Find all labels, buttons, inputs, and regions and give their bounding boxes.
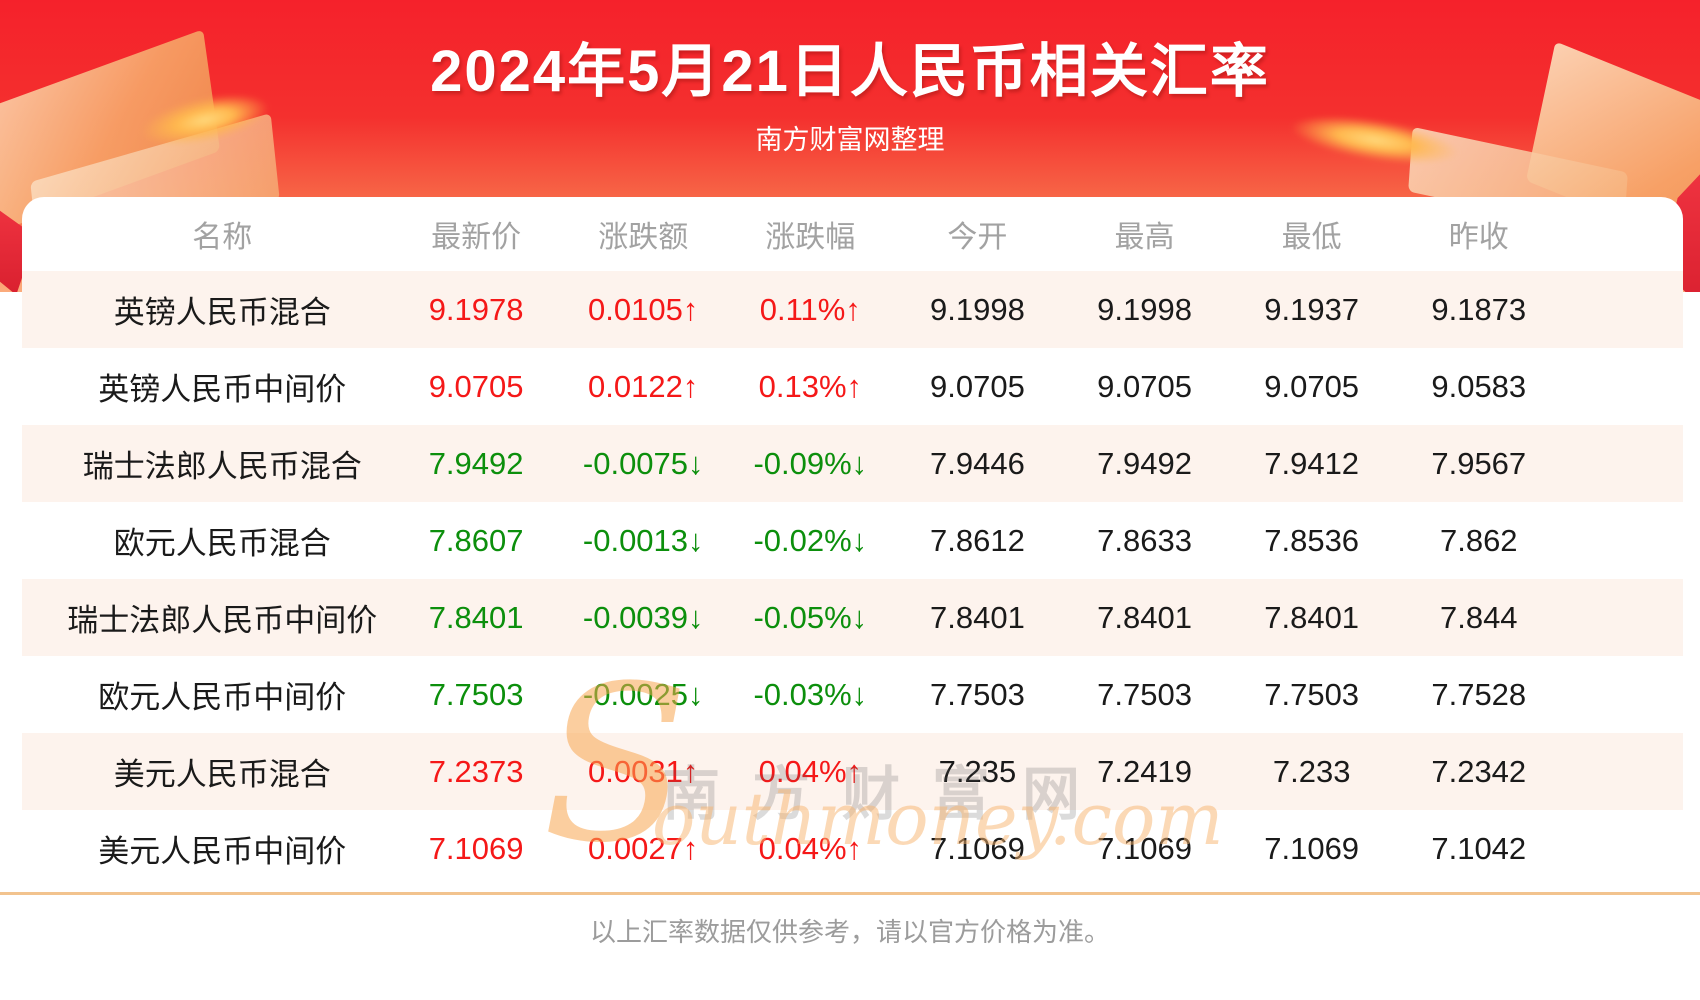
change-percent: -0.03%↓ bbox=[753, 676, 868, 712]
prev-close: 7.862 bbox=[1439, 522, 1518, 558]
column-header-latest: 最新价 bbox=[431, 221, 522, 254]
low-price: 9.0705 bbox=[1264, 368, 1360, 404]
change-percent: -0.05%↓ bbox=[753, 599, 868, 635]
change-percent: 0.04%↑ bbox=[758, 830, 863, 866]
change-amount: 0.0122↑ bbox=[588, 368, 699, 404]
table-row: 英镑人民币中间价 9.0705 0.0122↑ 0.13%↑ 9.0705 9.… bbox=[22, 348, 1683, 425]
low-price: 7.8401 bbox=[1264, 599, 1360, 635]
change-amount: -0.0025↓ bbox=[582, 676, 704, 712]
change-percent: -0.09%↓ bbox=[753, 445, 868, 481]
table-body: 英镑人民币混合 9.1978 0.0105↑ 0.11%↑ 9.1998 9.1… bbox=[22, 271, 1683, 887]
high-price: 7.8401 bbox=[1097, 599, 1192, 635]
rate-name: 瑞士法郎人民币混合 bbox=[82, 449, 362, 484]
change-percent: 0.13%↑ bbox=[758, 368, 863, 404]
open-price: 7.235 bbox=[938, 753, 1017, 789]
low-price: 7.1069 bbox=[1264, 830, 1360, 866]
open-price: 7.7503 bbox=[930, 676, 1025, 712]
low-price: 9.1937 bbox=[1264, 291, 1360, 327]
column-header-high: 最高 bbox=[1114, 221, 1175, 254]
latest-price: 9.1978 bbox=[428, 291, 524, 327]
change-amount: 0.0031↑ bbox=[588, 753, 699, 789]
column-header-open: 今开 bbox=[947, 221, 1008, 254]
open-price: 7.8612 bbox=[930, 522, 1025, 558]
change-amount: -0.0039↓ bbox=[582, 599, 704, 635]
high-price: 7.9492 bbox=[1097, 445, 1192, 481]
column-header-name: 名称 bbox=[192, 221, 253, 254]
page-subtitle: 南方财富网整理 bbox=[755, 125, 945, 155]
rates-table: 名称 最新价 涨跌额 涨跌幅 今开 最高 最低 昨收 英镑人民币混合 9.197… bbox=[22, 197, 1683, 887]
change-amount: 0.0105↑ bbox=[588, 291, 699, 327]
open-price: 7.8401 bbox=[930, 599, 1025, 635]
change-amount: 0.0027↑ bbox=[588, 830, 699, 866]
high-price: 7.2419 bbox=[1097, 753, 1192, 789]
footer-divider bbox=[0, 892, 1700, 895]
prev-close: 7.2342 bbox=[1431, 753, 1527, 789]
high-price: 7.1069 bbox=[1097, 830, 1192, 866]
latest-price: 7.8401 bbox=[428, 599, 524, 635]
low-price: 7.233 bbox=[1272, 753, 1351, 789]
prev-close: 7.9567 bbox=[1431, 445, 1527, 481]
latest-price: 7.8607 bbox=[428, 522, 524, 558]
change-percent: -0.02%↓ bbox=[753, 522, 868, 558]
change-amount: -0.0075↓ bbox=[582, 445, 704, 481]
column-header-change-pct: 涨跌幅 bbox=[765, 221, 856, 254]
rate-name: 英镑人民币中间价 bbox=[98, 372, 347, 407]
table-row: 欧元人民币混合 7.8607 -0.0013↓ -0.02%↓ 7.8612 7… bbox=[22, 502, 1683, 579]
open-price: 9.1998 bbox=[930, 291, 1025, 327]
open-price: 7.9446 bbox=[930, 445, 1025, 481]
rate-name: 英镑人民币混合 bbox=[113, 295, 331, 330]
low-price: 7.9412 bbox=[1264, 445, 1360, 481]
rate-name: 美元人民币中间价 bbox=[98, 834, 347, 869]
table-row: 瑞士法郎人民币中间价 7.8401 -0.0039↓ -0.05%↓ 7.840… bbox=[22, 579, 1683, 656]
prev-close: 7.844 bbox=[1439, 599, 1518, 635]
latest-price: 7.9492 bbox=[428, 445, 524, 481]
high-price: 7.8633 bbox=[1097, 522, 1192, 558]
table-row: 瑞士法郎人民币混合 7.9492 -0.0075↓ -0.09%↓ 7.9446… bbox=[22, 425, 1683, 502]
prev-close: 9.1873 bbox=[1431, 291, 1527, 327]
high-price: 9.0705 bbox=[1097, 368, 1192, 404]
column-header-prev-close: 昨收 bbox=[1448, 221, 1509, 254]
column-header-low: 最低 bbox=[1281, 221, 1342, 254]
prev-close: 7.7528 bbox=[1431, 676, 1527, 712]
latest-price: 7.2373 bbox=[428, 753, 524, 789]
column-header-change: 涨跌额 bbox=[598, 221, 689, 254]
change-amount: -0.0013↓ bbox=[582, 522, 704, 558]
change-percent: 0.11%↑ bbox=[759, 291, 861, 327]
table-row: 美元人民币混合 7.2373 0.0031↑ 0.04%↑ 7.235 7.24… bbox=[22, 733, 1683, 810]
rate-name: 美元人民币混合 bbox=[113, 757, 331, 792]
rate-name: 瑞士法郎人民币中间价 bbox=[67, 603, 378, 638]
low-price: 7.7503 bbox=[1264, 676, 1360, 712]
table-row: 欧元人民币中间价 7.7503 -0.0025↓ -0.03%↓ 7.7503 … bbox=[22, 656, 1683, 733]
prev-close: 7.1042 bbox=[1431, 830, 1527, 866]
disclaimer-text: 以上汇率数据仅供参考，请以官方价格为准。 bbox=[589, 917, 1110, 947]
table-row: 美元人民币中间价 7.1069 0.0027↑ 0.04%↑ 7.1069 7.… bbox=[22, 810, 1683, 887]
latest-price: 7.1069 bbox=[428, 830, 524, 866]
open-price: 9.0705 bbox=[930, 368, 1025, 404]
latest-price: 9.0705 bbox=[428, 368, 524, 404]
open-price: 7.1069 bbox=[930, 830, 1025, 866]
rate-name: 欧元人民币中间价 bbox=[98, 680, 347, 715]
page-title: 2024年5月21日人民币相关汇率 bbox=[430, 39, 1270, 104]
table-header-row: 名称 最新价 涨跌额 涨跌幅 今开 最高 最低 昨收 bbox=[22, 197, 1683, 271]
high-price: 7.7503 bbox=[1097, 676, 1192, 712]
change-percent: 0.04%↑ bbox=[758, 753, 863, 789]
latest-price: 7.7503 bbox=[428, 676, 524, 712]
table-row: 英镑人民币混合 9.1978 0.0105↑ 0.11%↑ 9.1998 9.1… bbox=[22, 271, 1683, 348]
low-price: 7.8536 bbox=[1264, 522, 1360, 558]
high-price: 9.1998 bbox=[1097, 291, 1192, 327]
prev-close: 9.0583 bbox=[1431, 368, 1527, 404]
rate-name: 欧元人民币混合 bbox=[113, 526, 331, 561]
